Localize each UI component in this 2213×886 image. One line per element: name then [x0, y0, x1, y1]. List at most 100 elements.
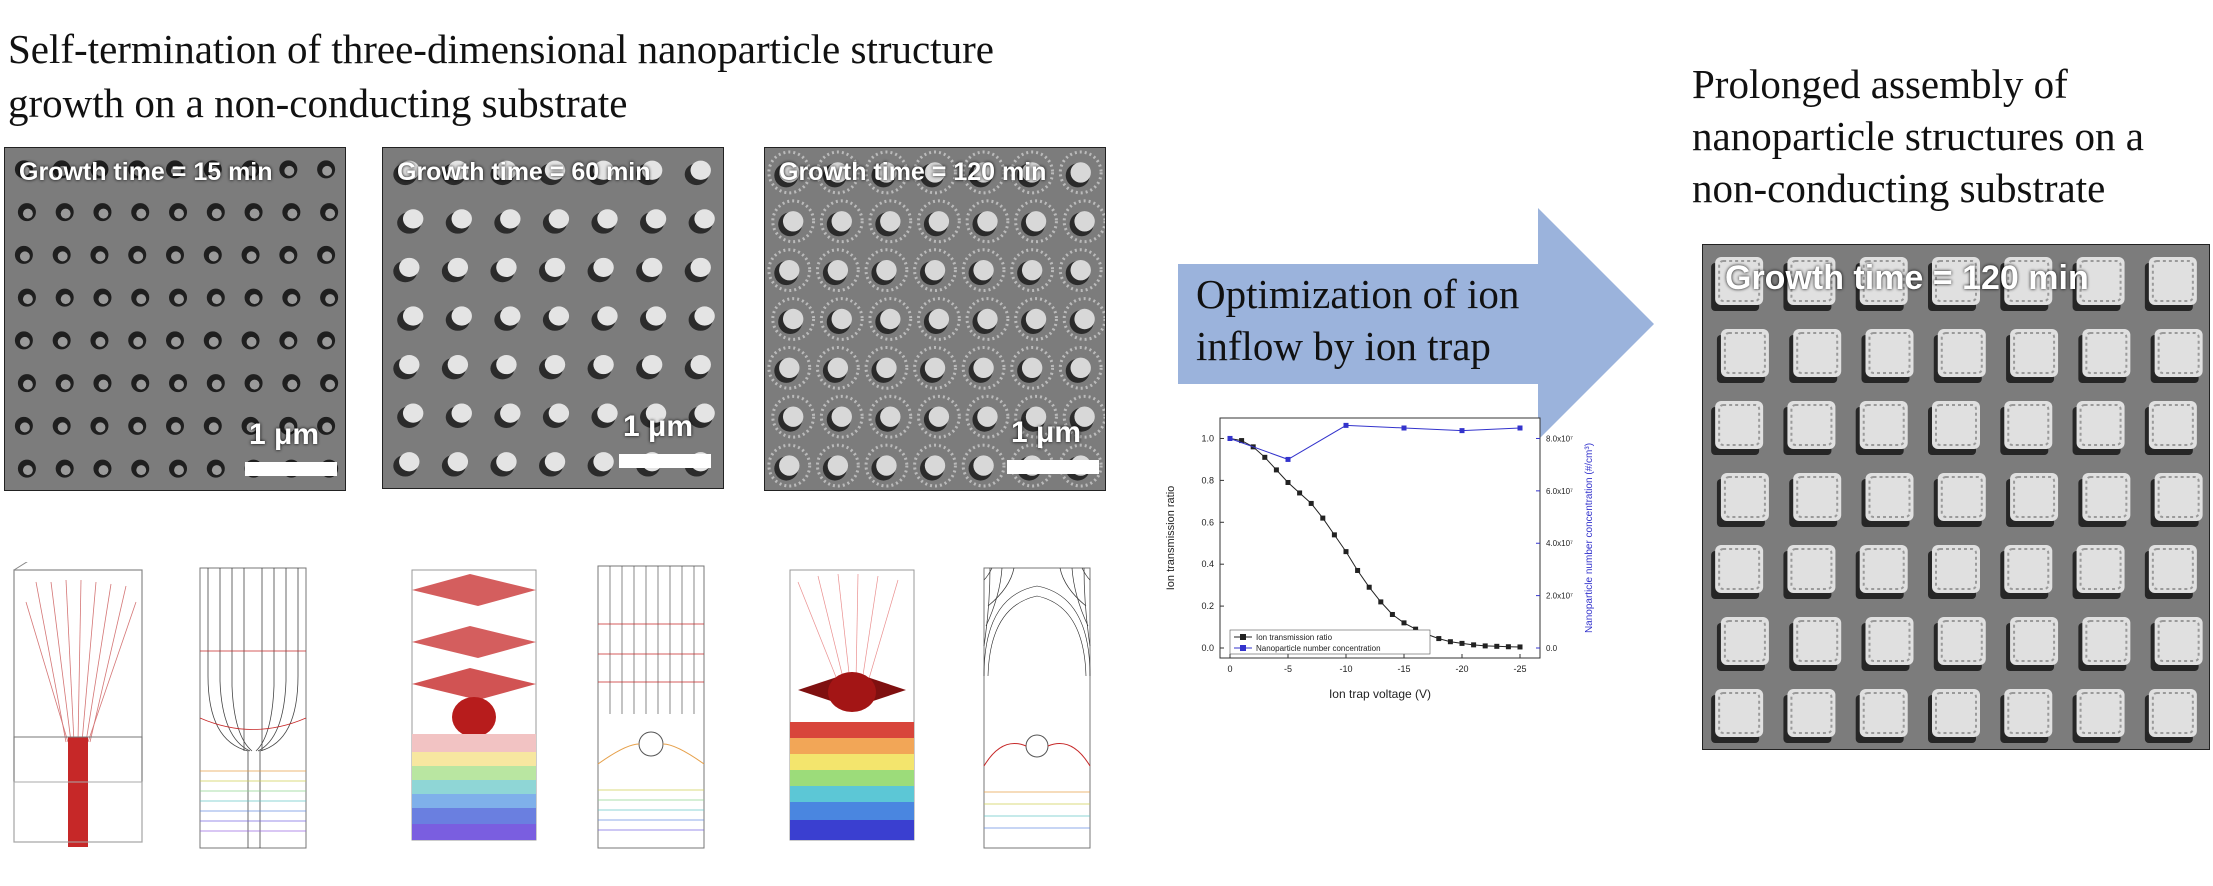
sem-particle: [782, 211, 804, 232]
sem-hole-center: [98, 294, 109, 305]
sem-hole-center: [19, 165, 30, 176]
sem-hole-center: [133, 165, 144, 176]
sem-hole-center: [322, 165, 333, 176]
sem-particle: [645, 306, 667, 326]
sem-particle: [447, 160, 469, 180]
sem-particle-texture: [1796, 620, 1839, 662]
sem-ring: [767, 443, 812, 488]
sem-particle: [1720, 473, 1769, 521]
sem-particle: [827, 259, 849, 281]
sem-particle-texture: [2151, 404, 2194, 446]
sem-particle: [544, 160, 566, 180]
sem-particle: [593, 257, 614, 278]
sem-particle: [2010, 473, 2059, 521]
sem-particle: [1932, 401, 1980, 449]
sem-particle: [597, 306, 618, 326]
sem-hole-center: [174, 465, 184, 476]
sem-hole-center: [19, 422, 30, 433]
series-point-0: [1378, 599, 1384, 605]
sem-particle-texture: [2085, 620, 2128, 662]
sem-particle: [977, 211, 998, 232]
sem-particle: [2082, 617, 2131, 665]
sem-particle-texture: [1862, 404, 1905, 446]
series-point-0: [1389, 611, 1395, 617]
sem-particle-texture: [2151, 548, 2194, 590]
sem-particle: [2004, 689, 2053, 737]
x-tick-label: -10: [1339, 664, 1352, 674]
sem-hole-center: [208, 251, 219, 262]
sem-particle: [399, 452, 420, 472]
sem-ring: [961, 345, 1006, 390]
x-tick-label: -25: [1513, 664, 1526, 674]
sem-ring: [815, 443, 860, 488]
sem-hole-center: [133, 422, 144, 433]
sem-hole-center: [136, 379, 147, 390]
sem-ring: [1058, 345, 1103, 390]
sem-hole-center: [19, 336, 30, 347]
sem-hole-center: [60, 465, 71, 476]
sem-particle: [1787, 401, 1836, 449]
sem-particle-texture: [1868, 476, 1911, 518]
sem-hole-center: [57, 336, 68, 347]
y-axis-label: Ion transmission ratio: [1165, 486, 1177, 591]
sem-particle: [1025, 211, 1047, 232]
sem-particle-texture: [1862, 548, 1905, 590]
series-point-1: [1285, 456, 1291, 462]
sem-ring: [913, 443, 957, 488]
sem-hole-center: [171, 165, 181, 176]
sem-particle: [402, 209, 424, 229]
sem-particle: [500, 403, 521, 423]
sem-particle: [827, 455, 849, 476]
sem-hole-center: [133, 336, 144, 347]
y-tick-label: 0.4: [1201, 559, 1214, 569]
sem-particle: [928, 308, 950, 330]
sem-particle-texture: [2157, 620, 2200, 662]
sem-particle: [2154, 473, 2203, 521]
sem-particle-texture: [2013, 620, 2056, 662]
sem-particle: [690, 354, 711, 375]
sem-hole-center: [98, 465, 109, 476]
sem-particle: [1074, 308, 1095, 330]
sem-particle: [1074, 211, 1095, 232]
sem-ring: [819, 297, 864, 341]
sem-particle: [597, 403, 618, 423]
sem-particle: [1720, 329, 1769, 377]
sem-hole-center: [98, 379, 109, 390]
sem-particle: [973, 259, 994, 281]
sem-particle: [1021, 357, 1043, 379]
sem-particle-texture: [2151, 260, 2194, 302]
sem-particle-texture: [1718, 548, 1761, 590]
sem-image-120min: Growth time = 120 min 1 μm: [764, 147, 1106, 491]
sem-particle: [593, 452, 614, 472]
sem-hole-center: [322, 336, 333, 347]
sem-particle: [399, 257, 420, 278]
arrow-label-line2: inflow by ion trap: [1196, 323, 1491, 369]
scale-bar: [1007, 460, 1099, 474]
sem-particle-texture: [1862, 692, 1905, 734]
right-title-line3: non-conducting substrate: [1692, 165, 2106, 211]
sem-particle: [1715, 545, 1764, 593]
sem-particle: [1793, 617, 1842, 665]
sem-particle: [496, 354, 517, 375]
sem-particle: [831, 406, 852, 427]
sem-hole-center: [174, 208, 184, 219]
sem-hole-center: [246, 165, 257, 176]
sem-particle: [1793, 329, 1842, 377]
sem-particle: [641, 354, 663, 375]
x-tick-label: -20: [1455, 664, 1468, 674]
sem-hole-center: [208, 336, 219, 347]
sem-ring: [864, 150, 909, 195]
series-point-0: [1366, 584, 1372, 590]
sem-ring: [961, 443, 1006, 488]
sem-hole-center: [95, 422, 106, 433]
series-line-1: [1229, 424, 1521, 460]
sem-particle: [1787, 257, 1836, 305]
sem-particle-texture: [1723, 332, 1766, 374]
sem-particle: [496, 257, 517, 278]
sem-particle: [694, 209, 715, 229]
sem-particle: [928, 406, 950, 427]
sem-particle: [1787, 689, 1836, 737]
scale-bar-label: 1 μm: [623, 410, 694, 443]
sem-particle: [645, 403, 667, 423]
sem-particle: [1937, 329, 1986, 377]
